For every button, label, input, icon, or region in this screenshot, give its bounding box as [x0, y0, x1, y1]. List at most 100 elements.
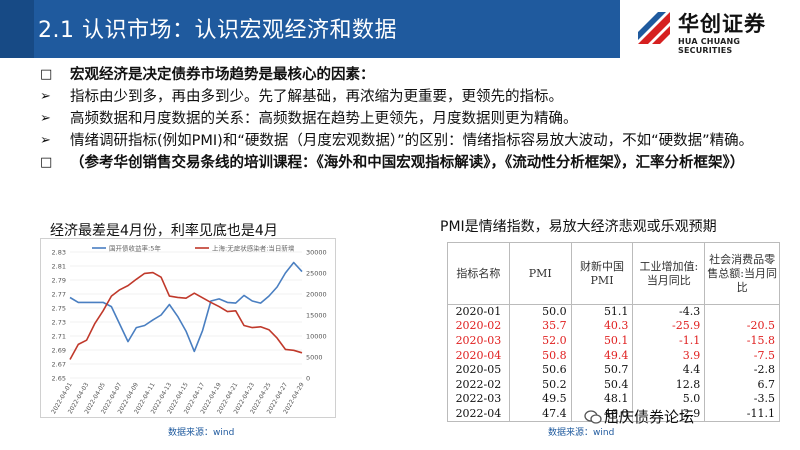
square-bullet-icon: □ — [40, 155, 53, 170]
table-cell: 2020-02 — [447, 319, 510, 334]
company-logo: 华创证券 HUA CHUANG SECURITIES — [636, 8, 796, 55]
bullet-list: □ 宏观经济是决定债券市场趋势是最核心的因素： ➢ 指标由少到多，再由多到少。先… — [40, 64, 780, 174]
table-cell: 4.4 — [632, 362, 706, 378]
table-cell: -25.9 — [632, 319, 706, 334]
arrow-bullet-icon: ➢ — [40, 89, 51, 104]
series-line-2 — [69, 271, 303, 360]
logo-name-en: HUA CHUANG SECURITIES — [678, 37, 741, 55]
y-right-tick-label: 0 — [306, 375, 310, 383]
bullet-item: □ （参考华创销售交易条线的培训课程：《海外和中国宏观指标解读》，《流动性分析框… — [40, 152, 780, 174]
y-right-tick-label: 30000 — [306, 249, 327, 257]
table-cell: 2020-01 — [447, 304, 510, 320]
table-header-row: 指标名称 PMI 财新中国PMI 工业增加值:当月同比 社会消费品零售总额:当月… — [447, 242, 780, 305]
table-cell: 2020-04 — [447, 348, 510, 363]
table-row: 2022-02 50.2 50.4 12.8 6.7 — [447, 377, 780, 393]
y-right-tick-label: 25000 — [306, 270, 327, 278]
y-left-tick-label: 2.77 — [52, 291, 66, 299]
y-right-tick-label: 5000 — [306, 354, 323, 362]
y-left-tick-label: 2.67 — [52, 361, 66, 369]
table-cell: 2022-04 — [447, 406, 510, 422]
legend-label: 国开债收益率:5年 — [109, 244, 161, 253]
bullet-text: （参考华创销售交易条线的培训课程：《海外和中国宏观指标解读》，《流动性分析框架》… — [70, 155, 745, 171]
table-cell: 50.6 — [508, 362, 572, 378]
bullet-item: ➢ 情绪调研指标(例如PMI)和“硬数据（月度宏观数据）”的区别：情绪指标容易放… — [40, 130, 780, 152]
table-cell: -2.9 — [632, 406, 706, 422]
table-cell: 50.1 — [570, 333, 634, 349]
watermark-text: 屈庆债券论坛 — [604, 408, 695, 426]
table-cell: 2020-03 — [447, 333, 510, 349]
table-cell: 52.0 — [508, 333, 572, 349]
table-cell — [704, 304, 780, 320]
y-left-tick-label: 2.73 — [52, 319, 66, 327]
table-caption: PMI是情绪指数，易放大经济悲观或乐观预期 — [440, 219, 717, 235]
table-cell: 50.2 — [508, 377, 572, 393]
table-cell: 48.1 — [570, 392, 634, 407]
header-accent-stripe — [0, 0, 34, 58]
column-header: 工业增加值:当月同比 — [632, 242, 706, 305]
arrow-bullet-icon: ➢ — [40, 133, 51, 148]
bullet-text: 指标由少到多，再由多到少。先了解基础，再浓缩为更重要，更领先的指标。 — [70, 89, 563, 105]
column-header: 社会消费品零售总额:当月同比 — [704, 242, 780, 305]
bullet-text: 宏观经济是决定债券市场趋势是最核心的因素： — [70, 67, 375, 83]
line-chart: 2.83 2.81 2.79 2.77 2.75 2.73 2.71 2.69 2.67 2.65… — [50, 244, 327, 416]
table-row: 2022-04 47.4 46.0 -2.9 -11.1 — [447, 406, 780, 422]
bullet-item: □ 宏观经济是决定债券市场趋势是最核心的因素： — [40, 64, 780, 86]
table-cell: 3.9 — [632, 348, 706, 363]
chart-caption: 经济最差是4月份，利率见底也是4月 — [50, 223, 278, 239]
table-cell: 5.0 — [632, 392, 706, 407]
bullet-text: 情绪调研指标(例如PMI)和“硬数据（月度宏观数据）”的区别：情绪指标容易放大波… — [70, 133, 754, 149]
table-row: 2020-01 50.0 51.1 -4.3 — [447, 304, 780, 320]
y-right-tick-label: 20000 — [306, 291, 327, 299]
table-source: 数据来源：wind — [548, 428, 615, 438]
table-cell: 49.5 — [508, 392, 572, 407]
chart-frame — [40, 238, 336, 418]
table-cell: 2022-02 — [447, 377, 510, 393]
pmi-table: 指标名称 PMI 财新中国PMI 工业增加值:当月同比 社会消费品零售总额:当月… — [447, 242, 780, 422]
table-cell: 6.7 — [704, 377, 780, 393]
column-header: PMI — [508, 242, 572, 305]
y-left-tick-label: 2.81 — [52, 263, 66, 271]
page-title: 2.1 认识市场：认识宏观经济和数据 — [38, 18, 397, 43]
table-cell: -11.1 — [704, 406, 780, 422]
table-cell: 40.3 — [570, 319, 634, 334]
y-right-tick-label: 10000 — [306, 333, 327, 341]
y-left-tick-label: 2.69 — [52, 347, 66, 355]
table-cell: 46.0 — [570, 406, 634, 422]
column-header: 指标名称 — [447, 242, 510, 305]
table-row: 2020-02 35.7 40.3 -25.9 -20.5 — [447, 319, 780, 334]
table-cell: 51.1 — [570, 304, 634, 320]
table-cell: 2022-03 — [447, 392, 510, 407]
y-left-tick-label: 2.65 — [52, 375, 66, 383]
table-row: 2020-04 50.8 49.4 3.9 -7.5 — [447, 348, 780, 363]
y-left-tick-label: 2.71 — [52, 333, 66, 341]
bullet-text: 高频数据和月度数据的关系：高频数据在趋势上更领先，月度数据则更为精确。 — [70, 111, 578, 127]
chart-source: 数据来源：wind — [168, 428, 235, 438]
table-cell: 47.4 — [508, 406, 572, 422]
y-left-tick-label: 2.75 — [52, 305, 66, 313]
table-cell: 50.0 — [508, 304, 572, 320]
table-cell: -15.8 — [704, 333, 780, 349]
bullet-item: ➢ 指标由少到多，再由多到少。先了解基础，再浓缩为更重要，更领先的指标。 — [40, 86, 780, 108]
table-cell: -4.3 — [632, 304, 706, 320]
header-band: 2.1 认识市场：认识宏观经济和数据 — [0, 0, 620, 58]
square-bullet-icon: □ — [40, 67, 53, 82]
table-cell: -7.5 — [704, 348, 780, 363]
table-row: 2020-03 52.0 50.1 -1.1 -15.8 — [447, 333, 780, 349]
column-header: 财新中国PMI — [570, 242, 634, 305]
table-cell: 50.4 — [570, 377, 634, 393]
y-left-tick-label: 2.83 — [52, 249, 66, 257]
arrow-bullet-icon: ➢ — [40, 111, 51, 126]
bullet-item: ➢ 高频数据和月度数据的关系：高频数据在趋势上更领先，月度数据则更为精确。 — [40, 108, 780, 130]
table-cell: -20.5 — [704, 319, 780, 334]
table-cell: -3.5 — [704, 392, 780, 407]
table-row: 2022-03 49.5 48.1 5.0 -3.5 — [447, 392, 780, 407]
logo-mark-icon — [638, 12, 670, 44]
table-cell: 50.7 — [570, 362, 634, 378]
series-line-1 — [69, 261, 303, 353]
table-cell: 35.7 — [508, 319, 572, 334]
y-left-tick-label: 2.79 — [52, 277, 66, 285]
table-cell: 49.4 — [570, 348, 634, 363]
legend-label: 上海:无症状感染者:当日新增 — [212, 244, 294, 253]
logo-name-cn: 华创证券 — [678, 12, 766, 36]
table-cell: 12.8 — [632, 377, 706, 393]
